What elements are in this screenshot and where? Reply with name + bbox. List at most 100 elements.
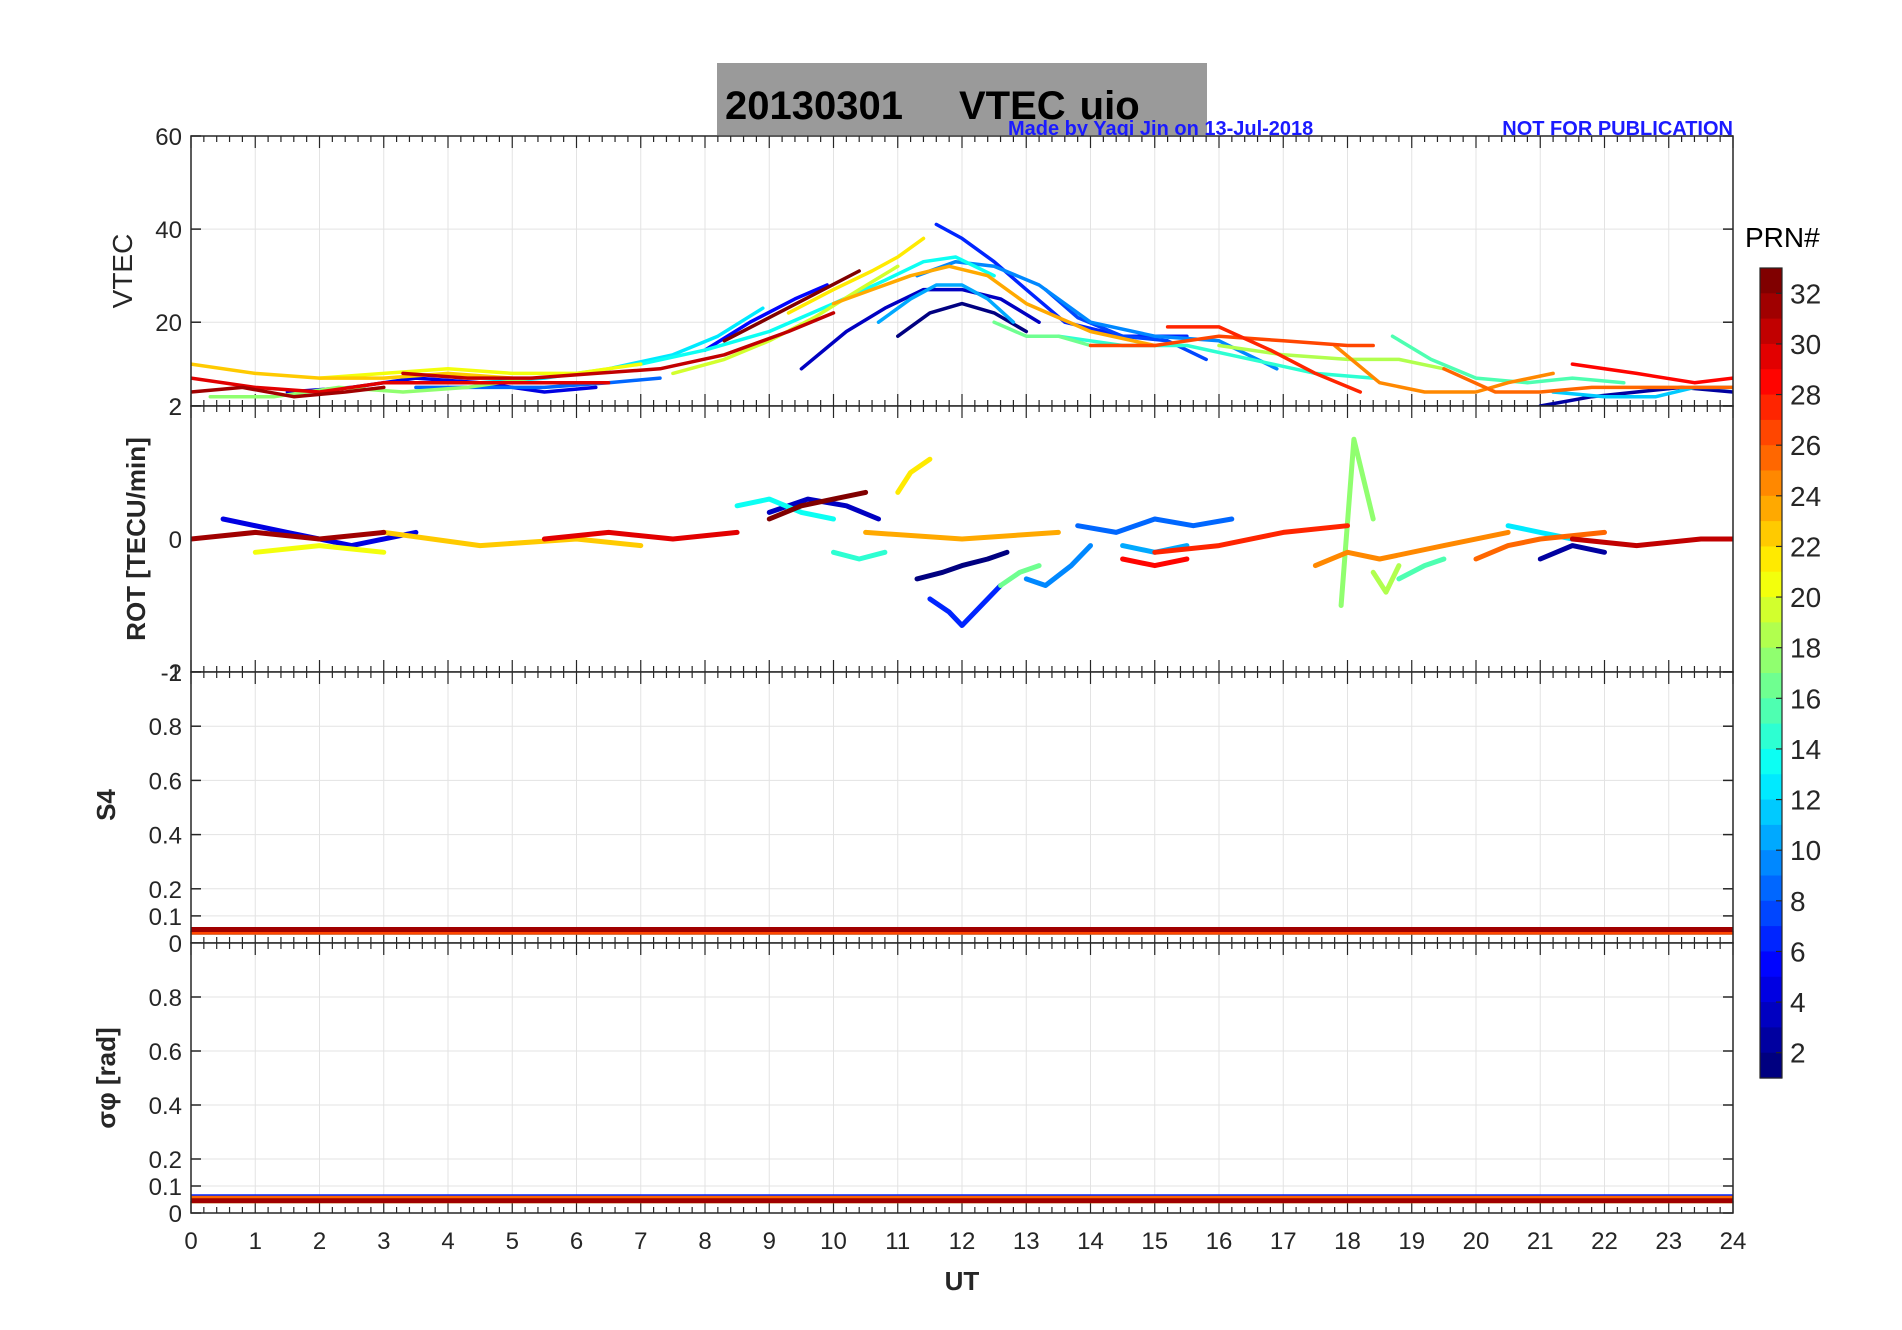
x-tick-label: 9 [763, 1228, 776, 1255]
colorbar-swatch [1760, 597, 1782, 623]
rot-series-prn-16 [998, 563, 1042, 588]
x-tick-label: 1 [249, 1228, 262, 1255]
x-tick-label: 3 [377, 1228, 390, 1255]
x-tick-label: 20 [1463, 1228, 1490, 1255]
colorbar-swatch [1760, 976, 1782, 1003]
colorbar-swatch [1760, 318, 1782, 345]
rot-series-prn-1 [914, 549, 1010, 582]
x-tick-label: 24 [1720, 1228, 1747, 1255]
vtec-ytick-label: 20 [155, 310, 182, 337]
rot-series-prn-20 [252, 543, 387, 555]
rot-series-prn-28 [1120, 556, 1190, 569]
sigphi-ytick-label: 0 [169, 1201, 182, 1228]
rot-series [191, 436, 1733, 628]
x-tick-label: 16 [1206, 1228, 1233, 1255]
colorbar-tick-label: 16 [1790, 683, 1821, 714]
colorbar-frame [1759, 267, 1783, 1079]
title-date: 20130301 [725, 84, 903, 128]
rot-series-prn-9 [1023, 543, 1093, 588]
colorbar-swatch [1760, 673, 1782, 699]
s4-ylabel: S4 [91, 789, 121, 821]
s4-ytick-label: 0.4 [149, 823, 182, 850]
x-tick-labels: 0 1 2 3 4 5 6 7 8 9 10 11 12 13 14 15 16 17 18 19 20 21 22 23 24 [184, 1228, 1746, 1255]
title-station: uio [1080, 84, 1140, 128]
sigphi-ytick-label: 0.2 [149, 1147, 182, 1174]
x-tick-label: 10 [820, 1228, 847, 1255]
colorbar-tick-label: 10 [1790, 835, 1821, 866]
colorbar-tick-label: 2 [1790, 1038, 1806, 1069]
colorbar-swatch [1760, 293, 1782, 320]
colorbar-swatch [1760, 698, 1782, 725]
s4-ytick-label: 0.6 [149, 768, 182, 795]
x-tick-label: 15 [1141, 1228, 1168, 1255]
rot-series-prn-29 [541, 529, 740, 542]
rot-series-prn-32 [766, 489, 869, 522]
vtec-series-prn-15 [1390, 334, 1626, 385]
colorbar-swatch [1760, 824, 1782, 851]
colorbar-swatch [1760, 419, 1782, 446]
title-box [717, 63, 1207, 135]
rot-series-prn-27 [1152, 523, 1350, 555]
colorbar-swatch [1760, 343, 1782, 370]
rot-panel: 2 0 -2 [161, 394, 1734, 687]
colorbar-swatch [1760, 268, 1782, 294]
vtec-series-prn-16 [992, 320, 1093, 348]
sigphi-series [191, 1194, 1733, 1204]
colorbar-tick-label: 24 [1790, 481, 1821, 512]
vtec-series-prn-29 [191, 376, 611, 394]
vtec-series-prn-30 [401, 311, 836, 380]
colorbar-swatch [1760, 926, 1782, 953]
x-axis-label: UT [945, 1266, 980, 1296]
rot-series-prn-30 [1569, 536, 1733, 549]
not-for-publication-text: NOT FOR PUBLICATION [1502, 118, 1733, 140]
x-tick-label: 0 [184, 1228, 197, 1255]
colorbar-swatch [1760, 571, 1782, 598]
colorbar-swatch [1760, 850, 1782, 877]
x-tick-label: 6 [570, 1228, 583, 1255]
rot-series-prn-2 [1537, 543, 1607, 562]
x-tick-label: 11 [885, 1228, 910, 1255]
vtec-series-prn-18 [1217, 343, 1446, 371]
x-tick-label: 2 [313, 1228, 326, 1255]
x-tick-label: 4 [441, 1228, 454, 1255]
sigphi-ytick-label: 0.4 [149, 1093, 182, 1120]
x-tick-label: 12 [949, 1228, 976, 1255]
colorbar-swatch [1760, 394, 1782, 421]
sigphi-ytick-label: 0.1 [149, 1174, 182, 1201]
colorbar-swatch [1760, 521, 1782, 548]
rot-series-prn-24 [1312, 529, 1511, 569]
sigphi-ylabel: σφ [rad] [91, 1027, 121, 1128]
rot-series-prn-8 [1075, 516, 1235, 535]
rot-series-prn-13 [734, 496, 836, 522]
s4-panel: 1 0.8 0.6 0.4 0.20.10 [149, 660, 1734, 958]
colorbar-swatch [1760, 748, 1782, 775]
vtec-panel: 60 40 20 2 [155, 124, 1734, 421]
sigphi-frame [190, 942, 1734, 1214]
colorbar-swatch [1760, 1027, 1782, 1054]
s4-ytick-label: 0 [169, 931, 182, 958]
s4-series [191, 927, 1733, 935]
x-tick-label: 22 [1591, 1228, 1618, 1255]
s4-ytick-label: 0.2 [149, 877, 182, 904]
x-tick-label: 8 [698, 1228, 711, 1255]
vtec-ytick-label: 40 [155, 217, 182, 244]
colorbar-swatch [1760, 647, 1782, 674]
x-tick-label: 7 [634, 1228, 647, 1255]
vtec-series-prn-25 [1442, 367, 1733, 394]
x-tick-label: 23 [1655, 1228, 1682, 1255]
colorbar-swatch [1760, 774, 1782, 801]
vtec-series-prn-3 [799, 287, 1041, 371]
vtec-series-prn-24 [1332, 343, 1555, 394]
vtec-series-prn-22 [191, 362, 515, 380]
colorbar-swatch [1760, 900, 1782, 927]
x-tick-label: 14 [1077, 1228, 1104, 1255]
colorbar-tick-label: 20 [1790, 582, 1821, 613]
vtec-ytick-label: 60 [155, 124, 182, 151]
colorbar-tick-label: 28 [1790, 380, 1821, 411]
colorbar-tick-label: 26 [1790, 430, 1821, 461]
rot-series-prn-31 [191, 529, 387, 542]
x-tick-label: 5 [506, 1228, 519, 1255]
vtec-series-prn-26 [1088, 334, 1375, 348]
rot-ylabel: ROT [TECU/min] [121, 437, 151, 641]
